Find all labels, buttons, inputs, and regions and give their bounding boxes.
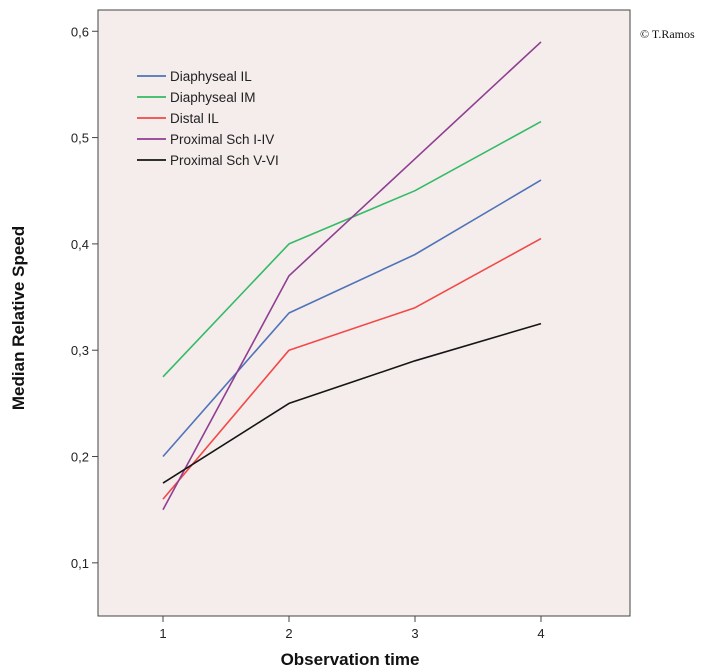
legend: Diaphyseal IL Diaphyseal IM Distal IL Proxi…: [137, 69, 279, 168]
y-tick-label: 0,2: [71, 450, 89, 465]
series-line-diaphyseal-il: [162, 179, 542, 458]
legend-label: Diaphyseal IM: [170, 90, 256, 105]
x-tick-label: 4: [537, 626, 544, 641]
y-tick-label: 0,5: [71, 131, 89, 146]
series-line-distal-il: [162, 237, 542, 500]
x-axis: 1 2 3 4: [159, 616, 545, 641]
plot-area: [97, 9, 631, 617]
series-lines: [162, 41, 542, 511]
x-tick-label: 2: [285, 626, 292, 641]
legend-label: Diaphyseal IL: [170, 69, 252, 84]
y-axis: 0,1 0,2 0,3 0,4 0,5 0,6: [71, 24, 98, 571]
y-tick-label: 0,6: [71, 24, 89, 39]
series-line-proximal-sch-i-iv: [162, 41, 542, 511]
y-tick-label: 0,4: [71, 237, 89, 252]
series-line-proximal-sch-v-vi: [162, 322, 542, 484]
legend-label: Distal IL: [170, 111, 219, 126]
x-tick-label: 3: [411, 626, 418, 641]
copyright-text: © T.Ramos: [640, 27, 695, 41]
y-tick-label: 0,1: [71, 556, 89, 571]
y-axis-title: Median Relative Speed: [9, 226, 28, 410]
legend-label: Proximal Sch V-VI: [170, 153, 279, 168]
x-tick-label: 1: [159, 626, 166, 641]
y-tick-label: 0,3: [71, 343, 89, 358]
x-axis-title: Observation time: [281, 650, 420, 669]
legend-label: Proximal Sch I-IV: [170, 132, 274, 147]
